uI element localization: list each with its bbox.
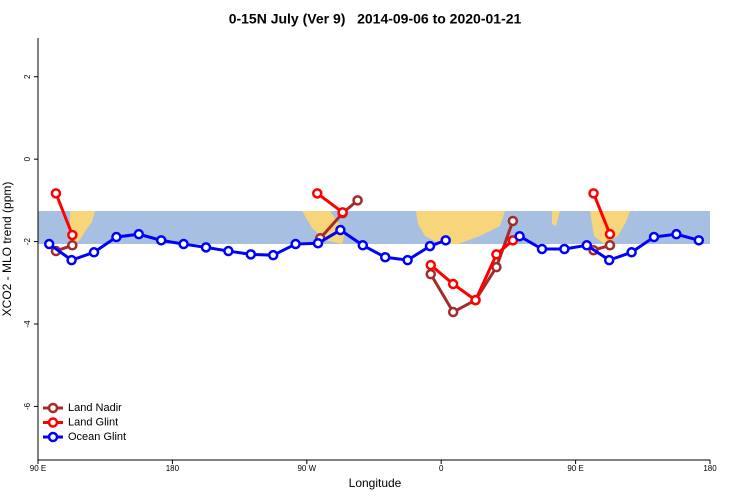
series-line [54, 192, 612, 303]
data-point [491, 249, 502, 260]
data-point [50, 188, 62, 199]
data-point [648, 231, 660, 243]
data-point [200, 242, 212, 253]
data-point [352, 195, 363, 206]
data-point [447, 306, 459, 318]
data-point [626, 247, 637, 258]
data-point [671, 228, 682, 240]
data-point [155, 235, 167, 246]
data-point [245, 249, 257, 260]
data-point [335, 224, 346, 236]
y-tick-label: -2 [23, 237, 32, 245]
x-tick-label: 0 [439, 464, 444, 473]
legend-label: Ocean Glint [68, 431, 126, 443]
data-point [337, 207, 348, 218]
data-point [379, 251, 391, 263]
map-land [302, 211, 345, 244]
data-point [604, 240, 616, 251]
data-point [425, 259, 436, 271]
y-tick-label: -6 [23, 402, 32, 410]
data-point [514, 230, 525, 242]
x-tick-label: 90 E [567, 464, 583, 473]
y-tick-label: 2 [23, 74, 32, 79]
y-axis-label: XCO2 - MLO trend (ppm) [0, 182, 14, 317]
map-land [416, 211, 505, 244]
data-point [491, 261, 502, 273]
data-point [603, 254, 615, 266]
data-point [581, 240, 593, 251]
data-point [178, 238, 189, 250]
data-point [290, 238, 301, 250]
x-tick-label: 90 E [30, 464, 46, 473]
data-point [67, 229, 78, 241]
data-point [312, 188, 323, 199]
data-point [470, 294, 481, 306]
x-axis-label: Longitude [349, 476, 402, 490]
data-point [43, 238, 55, 250]
data-point [223, 245, 234, 257]
data-point [447, 278, 459, 290]
data-point [402, 254, 413, 266]
data-point [66, 254, 77, 266]
data-point [425, 268, 436, 280]
data-point [133, 228, 145, 240]
data-point [604, 228, 616, 240]
data-point [267, 249, 279, 261]
x-tick-label: 90 W [297, 464, 316, 473]
data-point [424, 240, 436, 252]
x-tick-label: 180 [703, 464, 717, 473]
data-point [67, 240, 78, 251]
data-point [111, 231, 122, 243]
data-point [588, 188, 599, 199]
chart-title: 0-15N July (Ver 9) 2014-09-06 to 2020-01… [229, 11, 522, 27]
data-point [88, 247, 100, 258]
data-point [693, 235, 705, 246]
legend-label: Land Nadir [68, 402, 122, 414]
legend-marker [47, 417, 59, 428]
data-point [536, 243, 548, 255]
legend-label: Land Glint [68, 416, 118, 428]
data-point [312, 237, 324, 249]
data-point [440, 235, 451, 246]
data-point [507, 215, 519, 227]
y-tick-label: -4 [23, 320, 32, 328]
data-point [559, 243, 570, 255]
legend-marker [47, 431, 59, 443]
data-point [357, 240, 369, 251]
y-tick-label: 0 [23, 156, 32, 161]
legend-marker [47, 402, 59, 414]
x-tick-label: 180 [166, 464, 180, 473]
